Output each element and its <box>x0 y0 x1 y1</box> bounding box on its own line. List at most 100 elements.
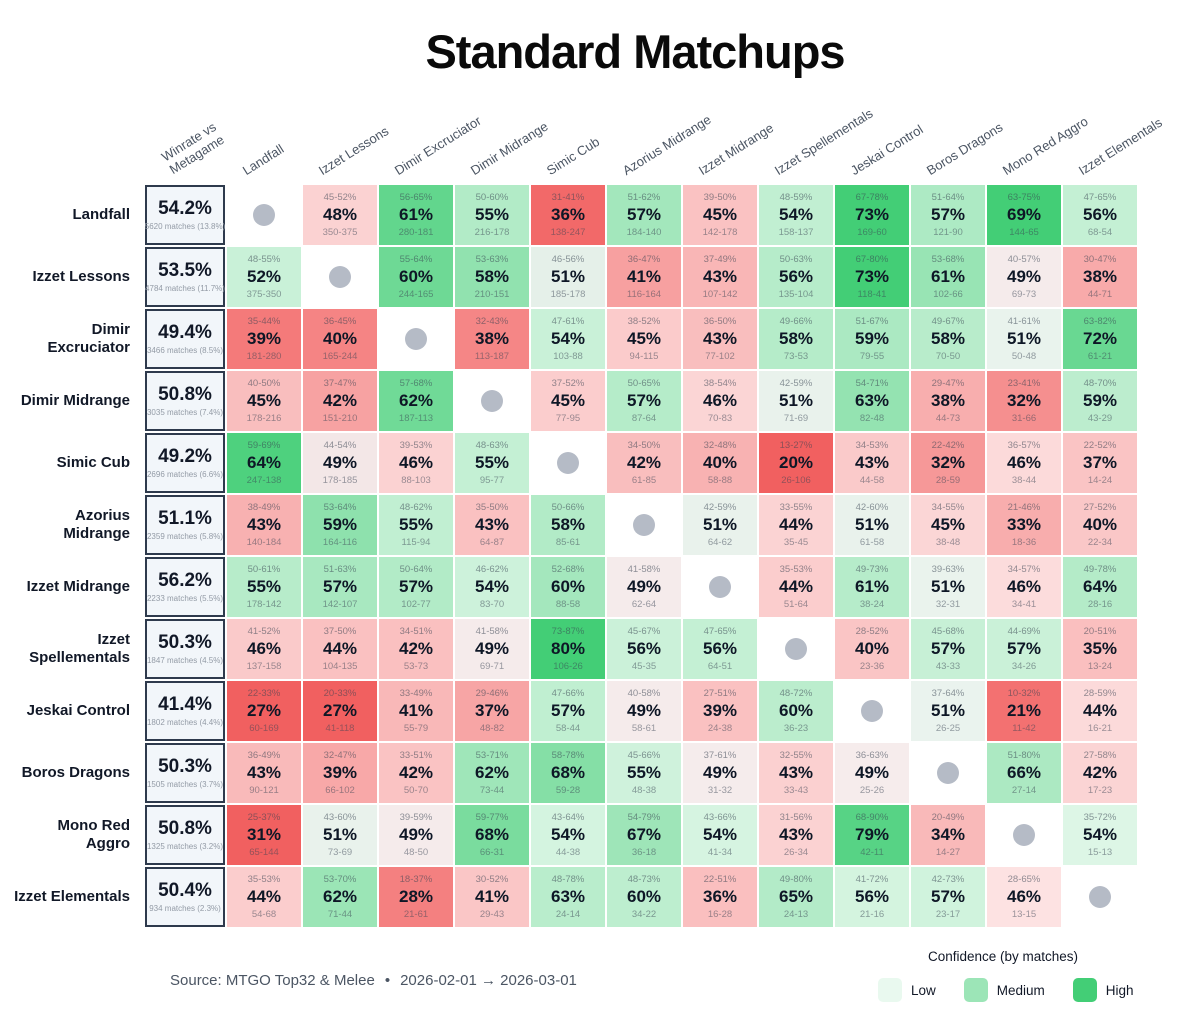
column-header-jeskai-control: Jeskai Control <box>847 121 926 178</box>
matchup-winrate: 56% <box>626 639 662 659</box>
winrate-value: 41.4% <box>158 693 212 715</box>
row-label-text: Izzet Lessons <box>32 268 130 286</box>
confidence-range: 48-55% <box>247 253 281 265</box>
corner-header-winrate-vs-metagame: Winrate vs Metagame <box>158 119 227 178</box>
matchup-winrate: 46% <box>1006 577 1042 597</box>
match-record: 26-25 <box>935 722 961 734</box>
mirror-cell <box>607 495 681 555</box>
matchup-winrate: 68% <box>550 763 586 783</box>
row-label-dimir-midrange: Dimir Midrange <box>0 371 143 431</box>
match-record: 34-22 <box>631 908 657 920</box>
matchup-cell: 43-66% 54% 41-34 <box>683 805 757 865</box>
match-record: 113-187 <box>474 350 510 362</box>
matchup-cell: 37-64% 51% 26-25 <box>911 681 985 741</box>
match-record: 55-79 <box>403 722 429 734</box>
matchup-winrate: 79% <box>854 825 890 845</box>
matchup-cell: 23-41% 32% 31-66 <box>987 371 1061 431</box>
confidence-range: 28-52% <box>855 625 889 637</box>
matchup-winrate: 56% <box>854 887 890 907</box>
confidence-range: 28-65% <box>1007 873 1041 885</box>
matchup-cell: 51-67% 59% 79-55 <box>835 309 909 369</box>
confidence-range: 33-51% <box>399 749 433 761</box>
matchup-cell: 36-49% 43% 90-121 <box>227 743 301 803</box>
match-record: 15-13 <box>1087 846 1113 858</box>
matchup-winrate: 33% <box>1006 515 1042 535</box>
row-label-text: Izzet Spellementals <box>29 631 130 666</box>
matchup-winrate: 32% <box>1006 391 1042 411</box>
mirror-cell <box>531 433 605 493</box>
match-record: 29-43 <box>479 908 505 920</box>
match-record: 73-53 <box>783 350 809 362</box>
confidence-range: 38-49% <box>247 501 281 513</box>
confidence-range: 43-64% <box>551 811 585 823</box>
confidence-range: 37-49% <box>703 253 737 265</box>
match-record: 280-181 <box>398 226 434 238</box>
matchup-winrate: 58% <box>550 515 586 535</box>
match-record: 88-103 <box>401 474 431 486</box>
matchup-cell: 46-62% 54% 83-70 <box>455 557 529 617</box>
matchup-winrate: 36% <box>702 887 738 907</box>
matchup-cell: 48-72% 60% 36-23 <box>759 681 833 741</box>
confidence-range: 31-56% <box>779 811 813 823</box>
matchup-winrate: 49% <box>626 577 662 597</box>
matchup-winrate: 59% <box>854 329 890 349</box>
matchup-cell: 20-49% 34% 14-27 <box>911 805 985 865</box>
confidence-range: 48-72% <box>779 687 813 699</box>
matchup-cell: 50-61% 55% 178-142 <box>227 557 301 617</box>
matchup-cell: 42-59% 51% 64-62 <box>683 495 757 555</box>
matchup-winrate: 61% <box>398 205 434 225</box>
matchup-winrate: 44% <box>322 639 358 659</box>
confidence-range: 49-67% <box>931 315 965 327</box>
match-record: 178-142 <box>246 598 282 610</box>
matchup-cell: 52-68% 60% 88-58 <box>531 557 605 617</box>
match-record: 121-90 <box>933 226 963 238</box>
matchup-cell: 39-59% 49% 48-50 <box>379 805 453 865</box>
matchup-winrate: 56% <box>702 639 738 659</box>
match-record: 350-375 <box>322 226 358 238</box>
matchup-winrate: 54% <box>474 577 510 597</box>
matchup-cell: 30-47% 38% 44-71 <box>1063 247 1137 307</box>
match-record: 164-116 <box>322 536 358 548</box>
row-label-izzet-lessons: Izzet Lessons <box>0 247 143 307</box>
matchup-cell: 27-52% 40% 22-34 <box>1063 495 1137 555</box>
matchup-cell: 51-62% 57% 184-140 <box>607 185 681 245</box>
match-record: 14-24 <box>1087 474 1113 486</box>
matchup-cell: 39-50% 45% 142-178 <box>683 185 757 245</box>
match-record: 50-70 <box>403 784 429 796</box>
winrate-matches: 2696 matches (6.6%) <box>146 470 224 480</box>
matchup-cell: 50-63% 56% 135-104 <box>759 247 833 307</box>
matchup-winrate: 56% <box>1082 205 1118 225</box>
matchup-winrate: 36% <box>550 205 586 225</box>
matchup-cell: 45-66% 55% 48-38 <box>607 743 681 803</box>
matchup-winrate: 40% <box>1082 515 1118 535</box>
matchup-winrate: 41% <box>626 267 662 287</box>
matchup-cell: 42-59% 51% 71-69 <box>759 371 833 431</box>
confidence-range: 32-48% <box>703 439 737 451</box>
confidence-range: 36-49% <box>247 749 281 761</box>
match-record: 73-69 <box>327 846 353 858</box>
match-record: 68-54 <box>1087 226 1113 238</box>
row-label-mono-red-aggro: Mono Red Aggro <box>0 805 143 865</box>
matchup-cell: 36-57% 46% 38-44 <box>987 433 1061 493</box>
matchup-cell: 57-68% 62% 187-113 <box>379 371 453 431</box>
matchup-cell: 20-51% 35% 13-24 <box>1063 619 1137 679</box>
winrate-cell: 50.3% 1505 matches (3.7%) <box>145 743 225 803</box>
page-title: Standard Matchups <box>425 25 845 78</box>
confidence-range: 34-55% <box>931 501 965 513</box>
legend-label: Low <box>911 982 936 998</box>
matchup-winrate: 51% <box>930 577 966 597</box>
confidence-range: 44-54% <box>323 439 357 451</box>
confidence-range: 39-50% <box>703 191 737 203</box>
match-record: 144-65 <box>1009 226 1039 238</box>
match-record: 59-28 <box>555 784 581 796</box>
matchup-cell: 33-55% 44% 35-45 <box>759 495 833 555</box>
confidence-range: 53-68% <box>931 253 965 265</box>
matchup-winrate: 40% <box>702 453 738 473</box>
matchup-cell: 49-67% 58% 70-50 <box>911 309 985 369</box>
confidence-range: 47-65% <box>703 625 737 637</box>
confidence-range: 38-54% <box>703 377 737 389</box>
confidence-range: 54-71% <box>855 377 889 389</box>
confidence-range: 57-68% <box>399 377 433 389</box>
matchup-winrate: 55% <box>398 515 434 535</box>
confidence-range: 45-66% <box>627 749 661 761</box>
